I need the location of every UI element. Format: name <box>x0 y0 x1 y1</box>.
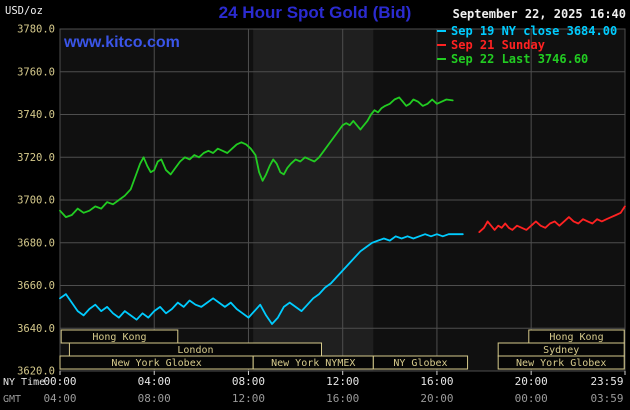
session-box <box>497 355 625 370</box>
x-axis-label-nytime: NY Time <box>3 377 45 388</box>
page-title: 24 Hour Spot Gold (Bid) <box>218 3 412 22</box>
y-tick-label: 3660.0 <box>17 280 55 292</box>
legend-label: Sep 22 Last 3746.60 <box>451 52 589 66</box>
y-tick-label: 3700.0 <box>17 195 55 207</box>
kitco-link[interactable]: www.kitco.com <box>64 34 180 51</box>
x-tick-label-ny: 23:59 <box>590 375 623 388</box>
x-tick-label-ny: 00:00 <box>43 375 76 388</box>
x-tick-label-ny: 08:00 <box>232 375 265 388</box>
legend-marker-dash <box>437 30 446 32</box>
legend-marker-dash <box>437 44 446 46</box>
x-tick-label-gmt: 12:00 <box>232 392 265 405</box>
session-label: Sydney <box>543 345 579 356</box>
y-tick-label: 3720.0 <box>17 152 55 164</box>
x-tick-label-gmt: 16:00 <box>326 392 359 405</box>
y-tick-label: 3680.0 <box>17 237 55 249</box>
session-box <box>372 355 469 370</box>
x-tick-label-ny: 16:00 <box>420 375 453 388</box>
x-tick-label-ny: 12:00 <box>326 375 359 388</box>
legend-item: Sep 19 NY close 3684.00 <box>437 24 617 38</box>
y-tick-label: 3780.0 <box>17 24 55 36</box>
x-tick-label-gmt: 04:00 <box>43 392 76 405</box>
legend-item: Sep 21 Sunday <box>437 38 617 52</box>
legend-marker-dash <box>437 58 446 60</box>
legend: Sep 19 NY close 3684.00 Sep 21 Sunday Sep … <box>437 24 617 66</box>
x-tick-label-ny: 04:00 <box>138 375 171 388</box>
series-line-sep21 <box>478 205 626 234</box>
unit-label: USD/oz <box>5 5 43 17</box>
datetime-label: September 22, 2025 16:40 <box>452 7 626 21</box>
session-label: Hong Kong <box>549 332 603 343</box>
y-tick-label: 3760.0 <box>17 66 55 78</box>
session-label: New York Globex <box>111 358 201 369</box>
x-tick-label-ny: 20:00 <box>515 375 548 388</box>
legend-label: Sep 21 Sunday <box>451 38 545 52</box>
x-tick-label-gmt: 03:59 <box>590 392 623 405</box>
session-label: New York NYMEX <box>271 358 355 369</box>
y-tick-label: 3620.0 <box>17 366 55 378</box>
y-tick-label: 3740.0 <box>17 109 55 121</box>
session-label: London <box>177 345 213 356</box>
x-tick-label-gmt: 08:00 <box>138 392 171 405</box>
x-axis-label-gmt: GMT <box>3 394 21 405</box>
x-tick-label-gmt: 20:00 <box>420 392 453 405</box>
session-label: New York Globex <box>516 358 606 369</box>
y-tick-label: 3640.0 <box>17 323 55 335</box>
series-line-sep19 <box>59 233 464 325</box>
legend-item: Sep 22 Last 3746.60 <box>437 52 617 66</box>
session-label: NY Globex <box>393 358 447 369</box>
legend-label: Sep 19 NY close 3684.00 <box>451 24 618 38</box>
series-line-sep22 <box>59 96 454 219</box>
x-tick-label-gmt: 00:00 <box>515 392 548 405</box>
session-label: Hong Kong <box>92 332 146 343</box>
